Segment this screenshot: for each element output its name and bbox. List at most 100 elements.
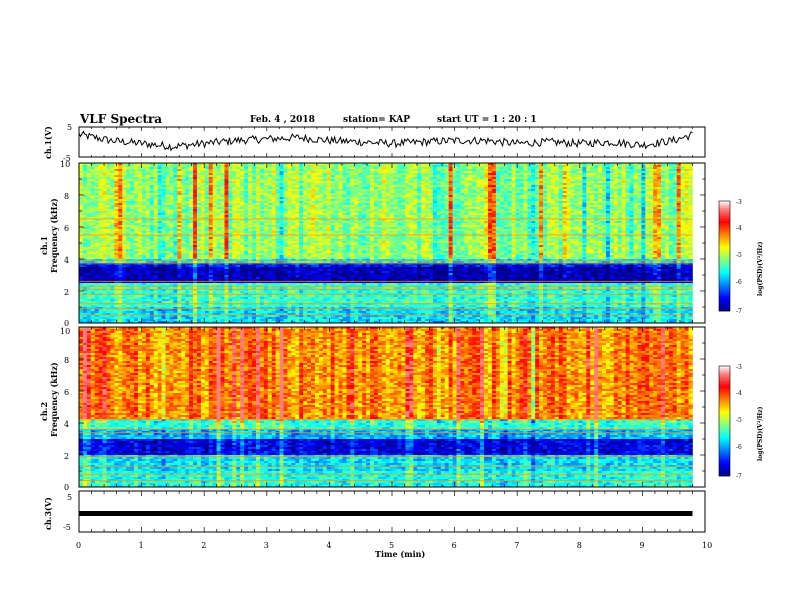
spectrogram-cell: [680, 201, 685, 204]
spectrogram-cell: [318, 197, 324, 200]
spectrogram-cell: [401, 209, 406, 212]
spectrogram-cell: [232, 189, 237, 192]
spectrogram-cell: [464, 179, 469, 182]
spectrogram-cell: [153, 205, 158, 208]
spectrogram-cell: [134, 203, 139, 206]
spectrogram-cell: [173, 189, 178, 192]
spectrogram-cell: [94, 165, 99, 168]
spectrogram-cell: [291, 215, 296, 218]
spectrogram-cell: [228, 189, 233, 192]
spectrogram-cell: [248, 171, 253, 174]
spectrogram-cell: [464, 219, 469, 222]
spectrogram-cell: [86, 211, 92, 214]
spectrogram-cell: [275, 215, 280, 218]
spectrogram-cell: [366, 223, 371, 226]
spectrogram-cell: [649, 221, 654, 224]
spectrogram-cell: [602, 183, 607, 186]
spectrogram-cell: [240, 205, 245, 208]
spectrogram-cell: [668, 205, 674, 208]
spectrogram-cell: [543, 215, 548, 218]
spectrogram-cell: [554, 219, 560, 222]
spectrogram-cell: [409, 209, 414, 212]
spectrogram-cell: [413, 171, 418, 174]
spectrogram-cell: [633, 167, 638, 170]
spectrogram-cell: [157, 187, 162, 190]
spectrogram-cell: [334, 179, 339, 182]
spectrogram-cell: [511, 213, 516, 216]
spectrogram-cell: [200, 215, 206, 218]
spectrogram-cell: [118, 195, 123, 198]
spectrogram-cell: [181, 165, 186, 168]
spectrogram-cell: [566, 185, 571, 188]
spectrogram-cell: [574, 163, 579, 166]
spectrogram-cell: [460, 191, 465, 194]
spectrogram-cell: [299, 173, 304, 176]
spectrogram-cell: [177, 217, 182, 220]
spectrogram-cell: [173, 173, 178, 176]
spectrogram-cell: [366, 193, 371, 196]
spectrogram-cell: [535, 187, 540, 190]
spectrogram-cell: [586, 185, 591, 188]
spectrogram-cell: [645, 167, 650, 170]
spectrogram-cell: [291, 199, 296, 202]
spectrogram-cell: [200, 197, 206, 200]
spectrogram-cell: [578, 175, 583, 178]
spectrogram-cell: [110, 205, 115, 208]
spectrogram-cell: [657, 175, 662, 178]
spectrogram-cell: [275, 181, 280, 184]
spectrogram-cell: [177, 193, 182, 196]
spectrogram-cell: [252, 181, 257, 184]
spectrogram-cell: [535, 199, 540, 202]
spectrogram-cell: [617, 207, 622, 210]
spectrogram-cell: [401, 185, 406, 188]
spectrogram-cell: [515, 193, 520, 196]
spectrogram-cell: [613, 171, 619, 174]
spectrogram-cell: [141, 213, 147, 216]
spectrogram-cell: [161, 225, 166, 228]
spectrogram-cell: [145, 221, 151, 224]
spectrogram-cell: [204, 221, 210, 224]
spectrogram-cell: [491, 219, 497, 222]
spectrogram-cell: [295, 207, 300, 210]
spectrogram-cell: [224, 205, 229, 208]
spectrogram-cell: [653, 203, 658, 206]
spectrogram-cell: [263, 167, 269, 170]
spectrogram-cell: [153, 225, 158, 228]
spectrogram-cell: [82, 215, 88, 218]
spectrogram-cell: [299, 185, 304, 188]
spectrogram-cell: [621, 195, 626, 198]
spectrogram-cell: [342, 211, 347, 214]
spectrogram-cell: [421, 223, 426, 226]
spectrogram-cell: [621, 179, 626, 182]
spectrogram-cell: [212, 223, 217, 226]
spectrogram-cell: [122, 191, 127, 194]
spectrogram-cell: [224, 169, 229, 172]
spectrogram-cell: [153, 185, 158, 188]
spectrogram-cell: [271, 187, 276, 190]
spectrogram-cell: [574, 171, 579, 174]
spectrogram-cell: [602, 193, 607, 196]
spectrogram-cell: [609, 201, 615, 204]
spectrogram-cell: [578, 223, 583, 226]
spectrogram-cell: [303, 221, 308, 224]
spectrogram-cell: [322, 183, 328, 186]
spectrogram-cell: [149, 169, 155, 172]
spectrogram-cell: [271, 207, 276, 210]
spectrogram-cell: [330, 181, 335, 184]
spectrogram-cell: [684, 163, 689, 166]
spectrogram-cell: [82, 225, 88, 228]
spectrogram-cell: [86, 215, 92, 218]
spectrogram-cell: [244, 225, 249, 228]
spectrogram-cell: [582, 175, 587, 178]
spectrogram-cell: [476, 217, 481, 220]
spectrogram-cell: [684, 179, 689, 182]
spectrogram-cell: [401, 183, 406, 186]
spectrogram-cell: [523, 215, 528, 218]
spectrogram-cell: [668, 167, 674, 170]
spectrogram-cell: [484, 217, 489, 220]
spectrogram-cell: [185, 211, 190, 214]
spectrogram-cell: [82, 217, 88, 220]
spectrogram-cell: [440, 163, 446, 166]
spectrogram-cell: [208, 225, 213, 228]
spectrogram-cell: [633, 195, 638, 198]
